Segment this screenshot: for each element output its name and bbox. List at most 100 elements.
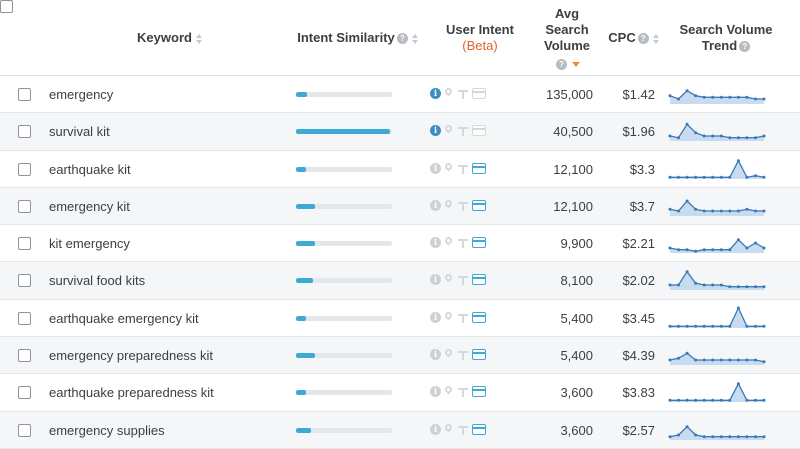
trend-area	[670, 307, 764, 328]
help-icon[interactable]: ?	[637, 33, 649, 45]
intent-similarity-bar	[296, 129, 392, 135]
trend-point	[685, 248, 689, 252]
trend-point	[677, 356, 680, 360]
trend-point	[677, 248, 680, 252]
trend-point	[677, 136, 680, 140]
keyword-cell[interactable]: emergency kit	[49, 198, 130, 214]
row-checkbox[interactable]	[18, 88, 31, 101]
keyword-cell[interactable]: earthquake preparedness kit	[49, 385, 214, 401]
credit-card-icon	[472, 274, 486, 286]
credit-card-icon	[472, 349, 486, 361]
info-icon: i	[430, 274, 441, 286]
intent-similarity-bar	[296, 315, 392, 321]
trend-point	[745, 358, 749, 362]
trend-area	[670, 384, 764, 403]
trend-point	[677, 283, 680, 287]
user-intent-icons: i	[430, 86, 490, 100]
table-row[interactable]: emergency preparedness kit i 5,400 $4.39	[0, 337, 800, 375]
trend-point	[694, 324, 698, 328]
keyword-column-header[interactable]: Keyword	[120, 30, 220, 46]
trend-point	[702, 283, 706, 287]
trend-point	[762, 246, 766, 250]
row-checkbox[interactable]	[18, 423, 31, 437]
trend-point	[762, 175, 766, 179]
intent-similarity-fill	[296, 241, 316, 247]
trend-point	[762, 399, 766, 403]
trend-point	[668, 434, 672, 438]
trend-point	[762, 360, 766, 364]
trend-point	[728, 209, 732, 213]
row-checkbox[interactable]	[18, 162, 31, 176]
info-icon: i	[430, 311, 441, 323]
table-row[interactable]: kit emergency i 9,900 $2.21	[0, 225, 800, 263]
intent-similarity-column-header[interactable]: Intent Similarity?	[288, 30, 428, 46]
keyword-cell[interactable]: earthquake emergency kit	[49, 310, 199, 326]
trend-point	[728, 324, 732, 328]
table-row[interactable]: survival food kits i 8,100 $2.02	[0, 262, 800, 300]
credit-card-icon	[472, 199, 486, 211]
trend-point	[762, 134, 766, 138]
trend-point	[702, 134, 706, 138]
trend-point	[736, 382, 740, 386]
credit-card-icon	[472, 237, 486, 249]
table-row[interactable]: emergency kit i 12,100 $3.7	[0, 187, 800, 226]
info-icon: i	[430, 88, 441, 99]
trend-point	[711, 95, 715, 99]
cpc-cell: $2.21	[622, 236, 655, 252]
table-row[interactable]: earthquake preparedness kit i 3,600 $3.8…	[0, 374, 800, 412]
info-icon: i	[430, 237, 441, 249]
trend-point	[711, 434, 715, 438]
navigational-icon	[458, 313, 468, 323]
row-checkbox[interactable]	[18, 311, 31, 325]
keyword-cell[interactable]: emergency	[49, 87, 114, 102]
help-icon[interactable]: ?	[739, 41, 751, 53]
trend-point	[736, 434, 740, 438]
avg-search-volume-column-header[interactable]: Avg Search Volume ?	[544, 6, 590, 71]
cpc-cell: $2.57	[622, 422, 655, 438]
info-icon: i	[430, 162, 441, 174]
keyword-cell[interactable]: survival food kits	[49, 273, 146, 289]
navigational-icon	[458, 201, 468, 211]
beta-label: (Beta)	[462, 38, 498, 53]
table-row[interactable]: emergency supplies i 3,600 $2.57	[0, 411, 800, 449]
row-checkbox[interactable]	[18, 237, 31, 251]
trend-point	[728, 285, 732, 289]
trend-point	[702, 209, 706, 213]
table-row[interactable]: survival kit i 40,500 $1.96	[0, 113, 800, 151]
intent-similarity-fill	[296, 129, 391, 135]
help-icon[interactable]: ?	[556, 59, 567, 71]
trend-point	[754, 358, 757, 362]
keyword-cell[interactable]: kit emergency	[49, 236, 130, 252]
trend-point	[668, 399, 672, 403]
intent-similarity-fill	[296, 427, 312, 433]
search-volume-trend-sparkline	[668, 424, 766, 440]
row-checkbox[interactable]	[18, 274, 31, 288]
info-icon: i	[430, 199, 441, 211]
keyword-cell[interactable]: earthquake kit	[49, 161, 131, 177]
keyword-cell[interactable]: survival kit	[49, 124, 110, 140]
intent-similarity-fill	[296, 278, 314, 284]
table-row[interactable]: emergency i 135,000 $1.42	[0, 76, 800, 114]
navigational-icon	[458, 275, 468, 286]
keyword-cell[interactable]: emergency supplies	[49, 422, 165, 438]
help-icon[interactable]: ?	[396, 33, 408, 45]
sort-icon	[652, 33, 660, 44]
keyword-cell[interactable]: emergency preparedness kit	[49, 348, 214, 364]
trend-point	[745, 324, 749, 328]
table-row[interactable]: earthquake kit i 12,100 $3.3	[0, 151, 800, 188]
trend-point	[736, 285, 740, 289]
row-checkbox[interactable]	[18, 349, 31, 363]
trend-point	[668, 175, 672, 179]
row-checkbox[interactable]	[18, 386, 31, 400]
search-volume-trend-sparkline	[668, 270, 766, 291]
trend-line	[670, 158, 765, 178]
table-row[interactable]: earthquake emergency kit i 5,400 $3.45	[0, 300, 800, 338]
trend-point	[685, 424, 689, 428]
trend-point	[694, 399, 698, 403]
user-intent-icons: i	[430, 347, 490, 361]
row-checkbox[interactable]	[18, 199, 31, 213]
trend-point	[754, 136, 757, 140]
cpc-column-header[interactable]: CPC?	[604, 30, 664, 46]
row-checkbox[interactable]	[18, 125, 31, 139]
select-all-checkbox[interactable]	[0, 0, 13, 13]
